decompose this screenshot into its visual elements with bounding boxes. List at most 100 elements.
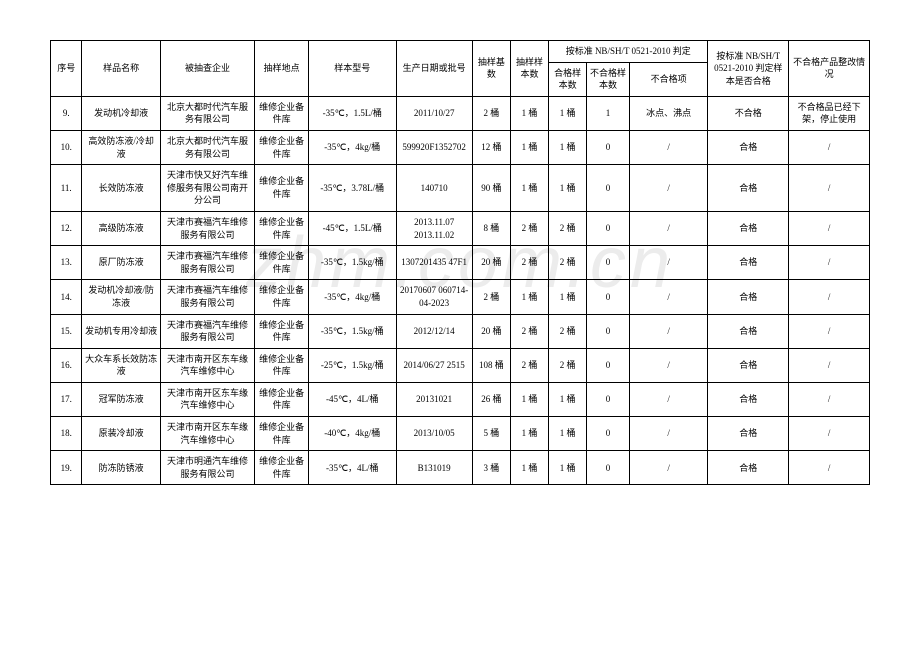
cell-loc: 维修企业备件库 bbox=[255, 246, 309, 280]
cell-loc: 维修企业备件库 bbox=[255, 417, 309, 451]
th-pass: 合格样本数 bbox=[549, 62, 587, 96]
cell-sample: 1 桶 bbox=[510, 417, 548, 451]
cell-model: -40℃，4kg/桶 bbox=[309, 417, 397, 451]
cell-sample: 2 桶 bbox=[510, 211, 548, 245]
cell-company: 天津市赛福汽车维修服务有限公司 bbox=[160, 314, 254, 348]
cell-model: -35℃，4kg/桶 bbox=[309, 130, 397, 164]
cell-company: 天津市赛福汽车维修服务有限公司 bbox=[160, 280, 254, 314]
th-name: 样品名称 bbox=[82, 41, 161, 97]
cell-no: 13. bbox=[51, 246, 82, 280]
cell-pass: 1 桶 bbox=[549, 451, 587, 485]
cell-pass: 2 桶 bbox=[549, 314, 587, 348]
cell-failitem: 冰点、沸点 bbox=[629, 96, 708, 130]
cell-action: / bbox=[789, 314, 870, 348]
cell-fail: 1 bbox=[587, 96, 630, 130]
th-result: 按标准 NB/SH/T 0521-2010 判定样本是否合格 bbox=[708, 41, 789, 97]
cell-batch: 599920F1352702 bbox=[396, 130, 472, 164]
cell-result: 合格 bbox=[708, 382, 789, 416]
cell-fail: 0 bbox=[587, 348, 630, 382]
cell-pass: 2 桶 bbox=[549, 211, 587, 245]
cell-company: 天津市南开区东车缘汽车维修中心 bbox=[160, 382, 254, 416]
cell-name: 高级防冻液 bbox=[82, 211, 161, 245]
cell-loc: 维修企业备件库 bbox=[255, 130, 309, 164]
cell-name: 发动机专用冷却液 bbox=[82, 314, 161, 348]
cell-no: 19. bbox=[51, 451, 82, 485]
cell-base: 12 桶 bbox=[472, 130, 510, 164]
cell-company: 天津市明通汽车维修服务有限公司 bbox=[160, 451, 254, 485]
cell-loc: 维修企业备件库 bbox=[255, 96, 309, 130]
cell-pass: 1 桶 bbox=[549, 130, 587, 164]
cell-failitem: / bbox=[629, 211, 708, 245]
cell-base: 5 桶 bbox=[472, 417, 510, 451]
cell-batch: 2014/06/27 2515 bbox=[396, 348, 472, 382]
cell-company: 北京大都时代汽车服务有限公司 bbox=[160, 130, 254, 164]
cell-action: / bbox=[789, 280, 870, 314]
cell-action: / bbox=[789, 382, 870, 416]
cell-result: 合格 bbox=[708, 246, 789, 280]
cell-company: 天津市赛福汽车维修服务有限公司 bbox=[160, 246, 254, 280]
cell-model: -25℃，1.5kg/桶 bbox=[309, 348, 397, 382]
cell-base: 3 桶 bbox=[472, 451, 510, 485]
cell-failitem: / bbox=[629, 314, 708, 348]
cell-no: 17. bbox=[51, 382, 82, 416]
cell-result: 不合格 bbox=[708, 96, 789, 130]
table-body: 9.发动机冷却液北京大都时代汽车服务有限公司维修企业备件库-35℃，1.5L/桶… bbox=[51, 96, 870, 485]
table-row: 11.长效防冻液天津市快又好汽车维修服务有限公司南开分公司维修企业备件库-35℃… bbox=[51, 165, 870, 212]
cell-name: 发动机冷却液 bbox=[82, 96, 161, 130]
cell-sample: 2 桶 bbox=[510, 246, 548, 280]
cell-fail: 0 bbox=[587, 211, 630, 245]
cell-name: 长效防冻液 bbox=[82, 165, 161, 212]
th-base: 抽样基数 bbox=[472, 41, 510, 97]
cell-model: -45℃，4L/桶 bbox=[309, 382, 397, 416]
cell-action: / bbox=[789, 451, 870, 485]
cell-pass: 1 桶 bbox=[549, 417, 587, 451]
cell-batch: 2013/10/05 bbox=[396, 417, 472, 451]
cell-pass: 1 桶 bbox=[549, 96, 587, 130]
cell-failitem: / bbox=[629, 130, 708, 164]
cell-batch: 20131021 bbox=[396, 382, 472, 416]
cell-model: -35℃，3.78L/桶 bbox=[309, 165, 397, 212]
cell-action: 不合格品已经下架，停止使用 bbox=[789, 96, 870, 130]
cell-sample: 1 桶 bbox=[510, 382, 548, 416]
cell-model: -35℃，4kg/桶 bbox=[309, 280, 397, 314]
cell-failitem: / bbox=[629, 417, 708, 451]
th-company: 被抽查企业 bbox=[160, 41, 254, 97]
cell-action: / bbox=[789, 211, 870, 245]
cell-base: 2 桶 bbox=[472, 96, 510, 130]
cell-failitem: / bbox=[629, 348, 708, 382]
cell-loc: 维修企业备件库 bbox=[255, 382, 309, 416]
cell-loc: 维修企业备件库 bbox=[255, 165, 309, 212]
cell-action: / bbox=[789, 246, 870, 280]
cell-action: / bbox=[789, 130, 870, 164]
cell-no: 10. bbox=[51, 130, 82, 164]
table-head: 序号 样品名称 被抽查企业 抽样地点 样本型号 生产日期或批号 抽样基数 抽样样… bbox=[51, 41, 870, 97]
cell-failitem: / bbox=[629, 451, 708, 485]
table-row: 16.大众车系长效防冻液天津市南开区东车缘汽车维修中心维修企业备件库-25℃，1… bbox=[51, 348, 870, 382]
cell-base: 90 桶 bbox=[472, 165, 510, 212]
cell-sample: 1 桶 bbox=[510, 130, 548, 164]
cell-action: / bbox=[789, 165, 870, 212]
cell-no: 16. bbox=[51, 348, 82, 382]
cell-fail: 0 bbox=[587, 165, 630, 212]
cell-action: / bbox=[789, 348, 870, 382]
table-row: 9.发动机冷却液北京大都时代汽车服务有限公司维修企业备件库-35℃，1.5L/桶… bbox=[51, 96, 870, 130]
cell-failitem: / bbox=[629, 165, 708, 212]
cell-fail: 0 bbox=[587, 417, 630, 451]
cell-model: -35℃，1.5L/桶 bbox=[309, 96, 397, 130]
table-row: 14.发动机冷却液/防冻液天津市赛福汽车维修服务有限公司维修企业备件库-35℃，… bbox=[51, 280, 870, 314]
cell-result: 合格 bbox=[708, 417, 789, 451]
cell-pass: 1 桶 bbox=[549, 382, 587, 416]
cell-result: 合格 bbox=[708, 348, 789, 382]
cell-company: 天津市赛福汽车维修服务有限公司 bbox=[160, 211, 254, 245]
cell-failitem: / bbox=[629, 280, 708, 314]
cell-batch: 20170607 060714-04-2023 bbox=[396, 280, 472, 314]
cell-company: 天津市南开区东车缘汽车维修中心 bbox=[160, 348, 254, 382]
cell-pass: 2 桶 bbox=[549, 246, 587, 280]
cell-action: / bbox=[789, 417, 870, 451]
table-row: 12.高级防冻液天津市赛福汽车维修服务有限公司维修企业备件库-45℃，1.5L/… bbox=[51, 211, 870, 245]
cell-pass: 2 桶 bbox=[549, 348, 587, 382]
th-batch: 生产日期或批号 bbox=[396, 41, 472, 97]
cell-company: 天津市南开区东车缘汽车维修中心 bbox=[160, 417, 254, 451]
cell-batch: B131019 bbox=[396, 451, 472, 485]
cell-base: 8 桶 bbox=[472, 211, 510, 245]
